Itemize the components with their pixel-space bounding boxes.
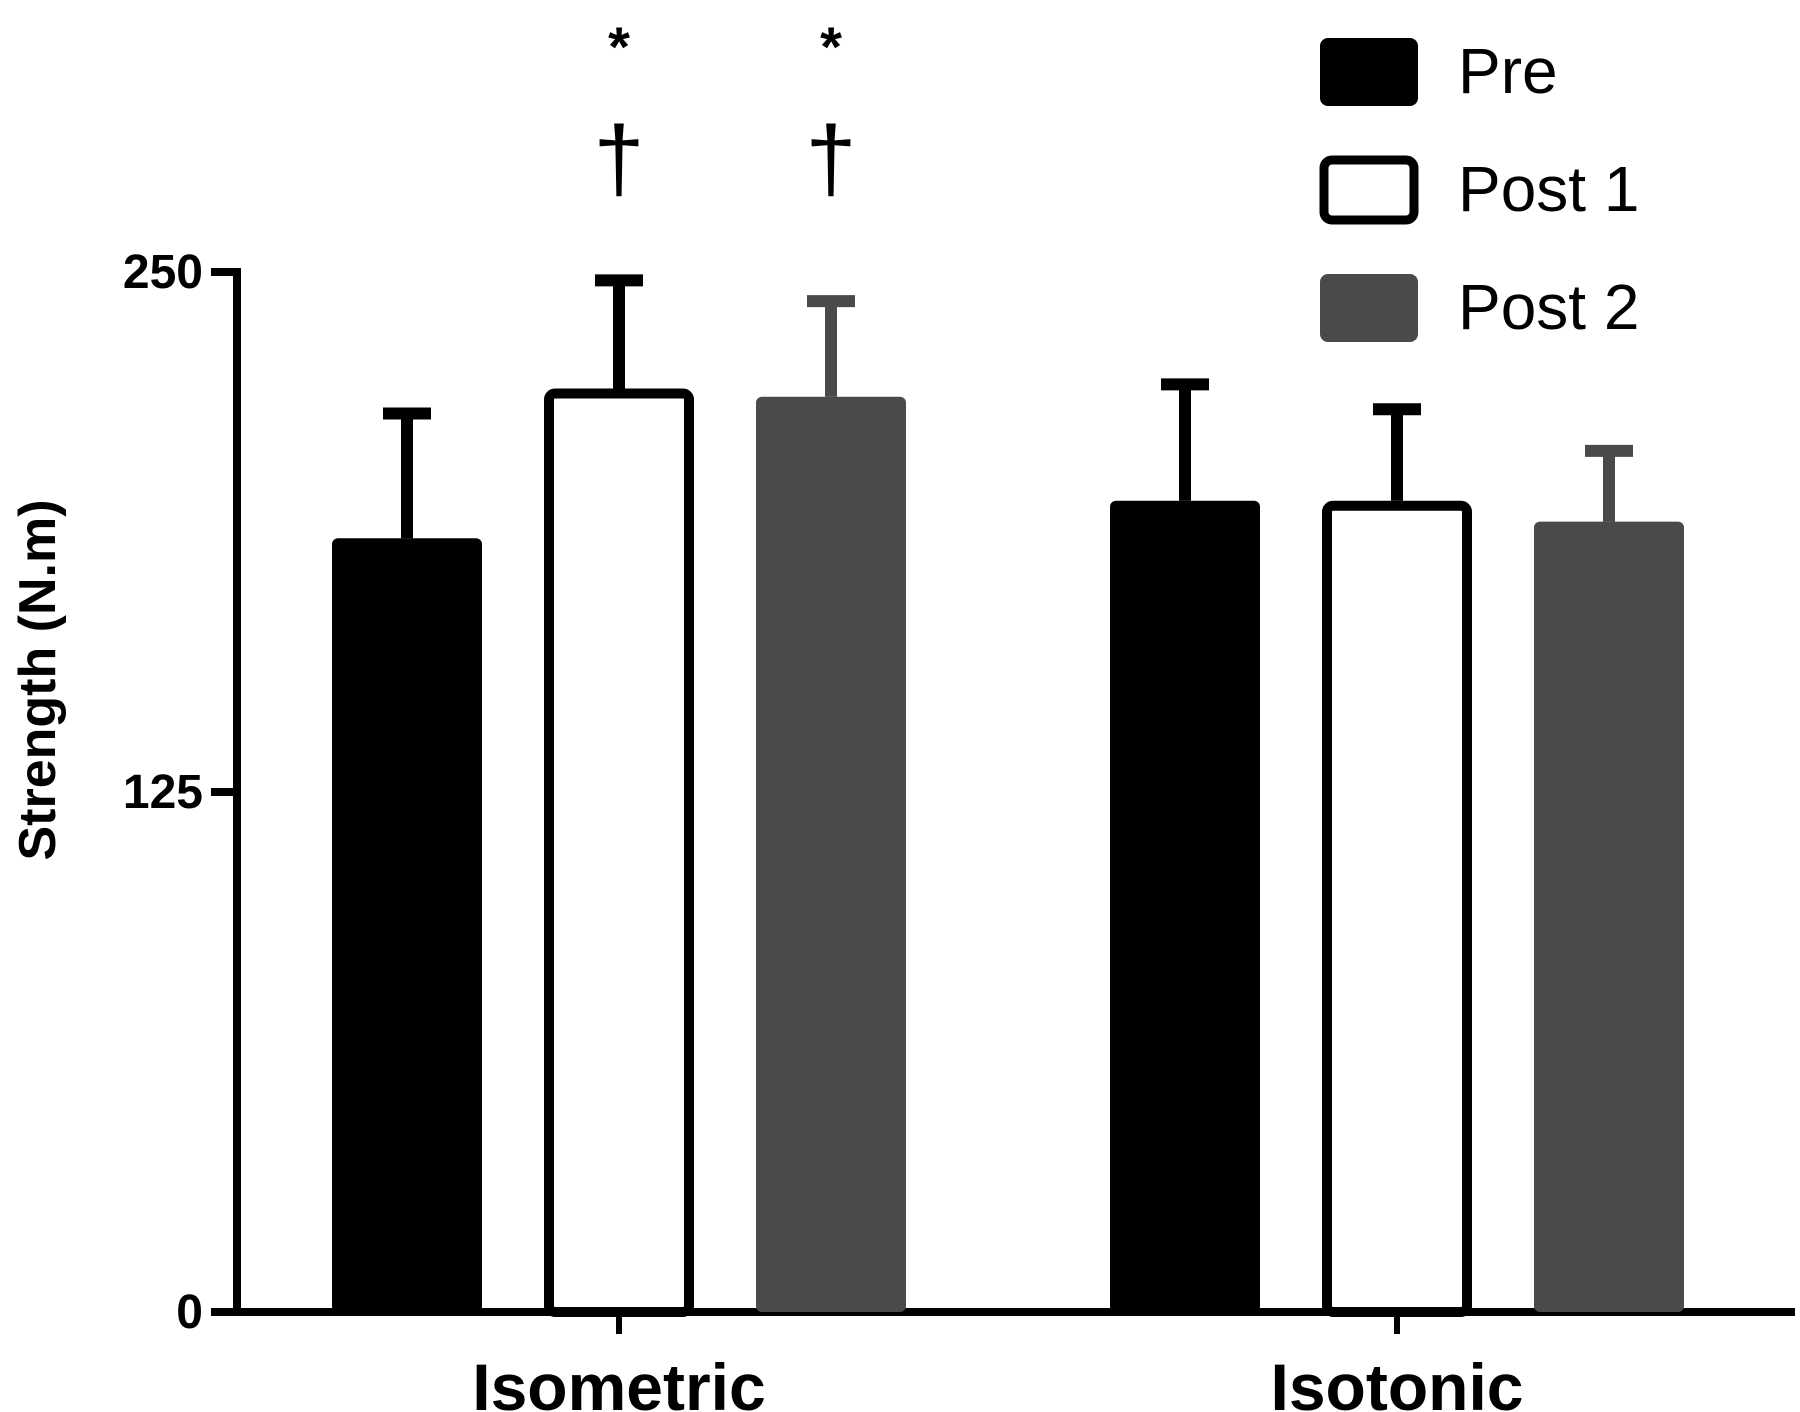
x-tick-label: Isotonic	[1270, 1350, 1523, 1412]
legend: Pre Post 1 Post 2	[1319, 35, 1639, 343]
bar-isotonic-post-2	[1534, 521, 1684, 1312]
significance-asterisk: *	[608, 15, 630, 78]
significance-asterisk: *	[820, 15, 842, 78]
legend-swatch-pre	[1320, 38, 1418, 106]
bar-isometric-pre	[332, 538, 482, 1312]
legend-label: Post 2	[1458, 271, 1639, 343]
legend-swatch-post-2	[1320, 274, 1418, 342]
y-ticks: 0 125 250	[123, 246, 237, 1339]
bar-isotonic-post-1	[1322, 500, 1472, 1317]
y-tick-label: 125	[123, 766, 203, 819]
x-tick-label: Isometric	[472, 1350, 765, 1412]
bar-isometric-post-2	[756, 396, 906, 1312]
y-tick-label: 250	[123, 246, 203, 299]
y-tick-label: 0	[176, 1286, 203, 1339]
significance-dagger: †	[805, 108, 856, 210]
annotations: * † * †	[593, 15, 856, 210]
x-ticks: Isometric Isotonic	[472, 1312, 1524, 1412]
legend-label: Pre	[1458, 35, 1558, 107]
significance-dagger: †	[593, 108, 644, 210]
legend-swatch-post-1	[1319, 155, 1419, 225]
legend-label: Post 1	[1458, 153, 1639, 225]
bar-isotonic-pre	[1110, 500, 1260, 1312]
y-axis-label: Strength (N.m)	[9, 499, 67, 860]
bar-isometric-post-1	[544, 388, 694, 1318]
error-bars	[383, 274, 1633, 539]
bars	[332, 388, 1684, 1318]
